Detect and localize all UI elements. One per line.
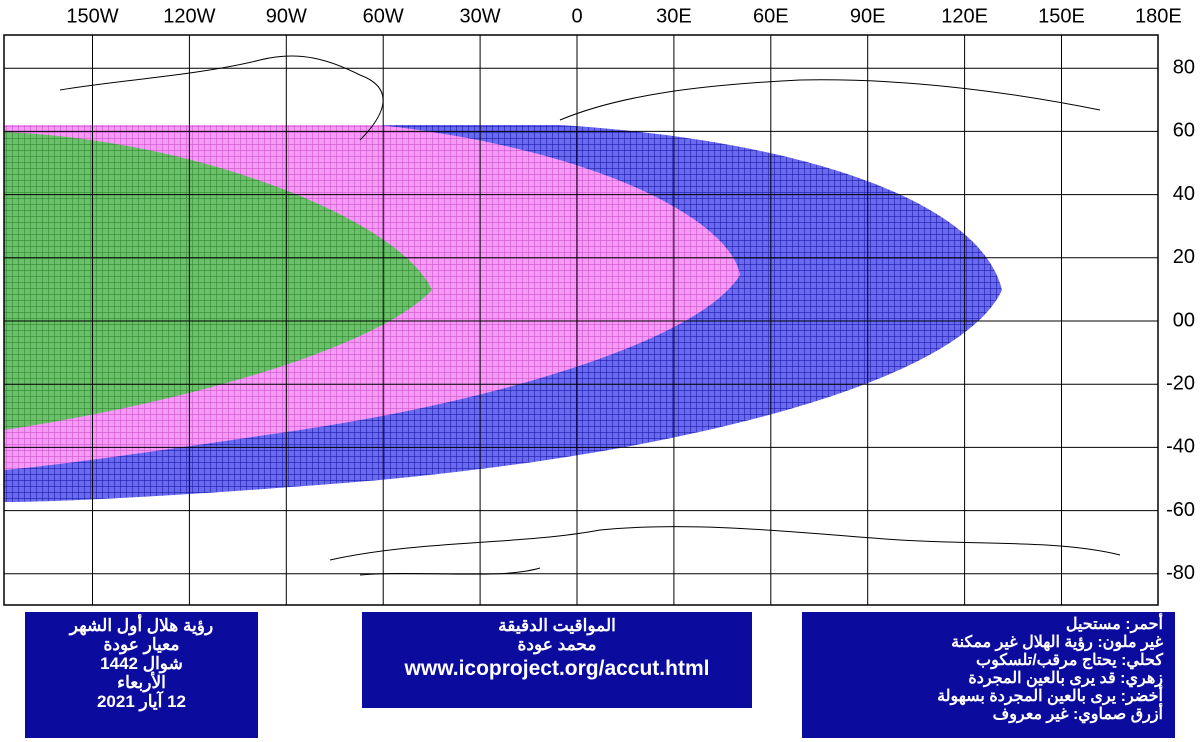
lat-label: -40: [1166, 436, 1195, 458]
lon-label: 30W: [460, 5, 501, 27]
lat-label: -20: [1166, 372, 1195, 394]
panel-line: www.icoproject.org/accut.html: [404, 657, 710, 680]
panel-line: محمد عودة: [517, 635, 597, 654]
panel-line: شوال 1442: [100, 654, 183, 673]
zone-green: [4, 132, 432, 430]
lat-label: 20: [1173, 246, 1195, 268]
legend-panel: أحمر: مستحيل غير ملون: رؤية الهلال غير مم…: [802, 612, 1175, 738]
lon-label: 150W: [66, 5, 118, 27]
lon-label: 180E: [1135, 5, 1182, 27]
lon-label: 0: [571, 5, 582, 27]
panel-line: المواقيت الدقيقة: [498, 616, 616, 635]
lat-label: -80: [1166, 562, 1195, 584]
lon-label: 120E: [941, 5, 988, 27]
panel-line: الأربعاء: [117, 673, 166, 692]
lat-label: 00: [1173, 309, 1195, 331]
lon-label: 30E: [656, 5, 692, 27]
panel-line: أحمر: مستحيل: [1065, 616, 1163, 633]
lon-label: 150E: [1038, 5, 1085, 27]
panel-line: أخضر: يرى بالعين المجردة بسهولة: [937, 688, 1163, 705]
map-frame: [3, 34, 1159, 606]
lon-label: 90E: [850, 5, 886, 27]
lon-label: 60E: [753, 5, 789, 27]
lat-label: 40: [1173, 183, 1195, 205]
panel-line: رؤية هلال أول الشهر: [69, 616, 214, 635]
panel-line: أزرق صماوي: غير معروف: [992, 706, 1163, 723]
lat-label: -60: [1166, 499, 1195, 521]
panel-line: معيار عودة: [103, 635, 180, 654]
lon-label: 90W: [266, 5, 307, 27]
lat-label: 80: [1173, 56, 1195, 78]
panel-line: زهري: قد يرى بالعين المجردة: [968, 670, 1163, 687]
panel-line: غير ملون: رؤية الهلال غير ممكنة: [951, 634, 1163, 651]
link-panel: المواقيت الدقيقة محمد عودة www.icoproject.…: [362, 612, 752, 708]
lon-label: 120W: [163, 5, 215, 27]
lon-label: 60W: [363, 5, 404, 27]
panel-line: 12 آيار 2021: [96, 692, 187, 711]
info-panel: رؤية هلال أول الشهر معيار عودة شوال 1442 ال…: [25, 612, 258, 738]
panel-line: كحلي: يحتاج مرقب/تلسكوب: [976, 652, 1163, 669]
lat-label: 60: [1173, 120, 1195, 142]
